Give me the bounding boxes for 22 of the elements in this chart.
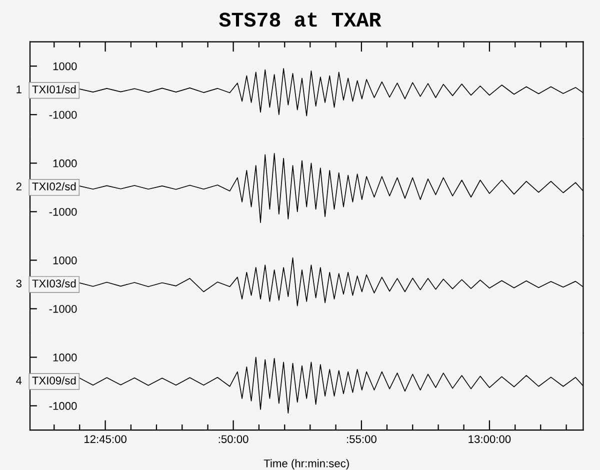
series-label: TXI09/sd <box>32 376 76 385</box>
y-tick-label: 1000 <box>53 62 77 70</box>
y-tick-label: -1000 <box>49 402 77 410</box>
y-axis-title: 2 <box>16 182 22 190</box>
series-label: TXI01/sd <box>32 85 76 94</box>
y-tick-label: 1000 <box>53 159 77 168</box>
series-label: TXI02/sd <box>32 182 76 190</box>
series-label: TXI03/sd <box>32 279 76 288</box>
chart-title: STS78 at TXAR <box>219 12 382 27</box>
x-axis-title: Time (hr:min:sec) <box>264 459 349 470</box>
x-tick-label: 13:00:00 <box>468 435 511 444</box>
x-tick-label: :50:00 <box>218 435 248 444</box>
y-tick-label: -1000 <box>49 208 77 216</box>
y-tick-label: 1000 <box>53 256 77 264</box>
y-tick-label: 1000 <box>53 354 77 362</box>
y-axis-title: 1 <box>16 86 22 94</box>
y-axis-title: 4 <box>16 376 22 384</box>
y-tick-label: -1000 <box>49 110 77 119</box>
y-axis-title: 3 <box>16 280 22 288</box>
x-tick-label: :55:00 <box>347 435 376 444</box>
y-tick-label: -1000 <box>49 305 77 313</box>
x-tick-label: 12:45:00 <box>84 435 126 444</box>
